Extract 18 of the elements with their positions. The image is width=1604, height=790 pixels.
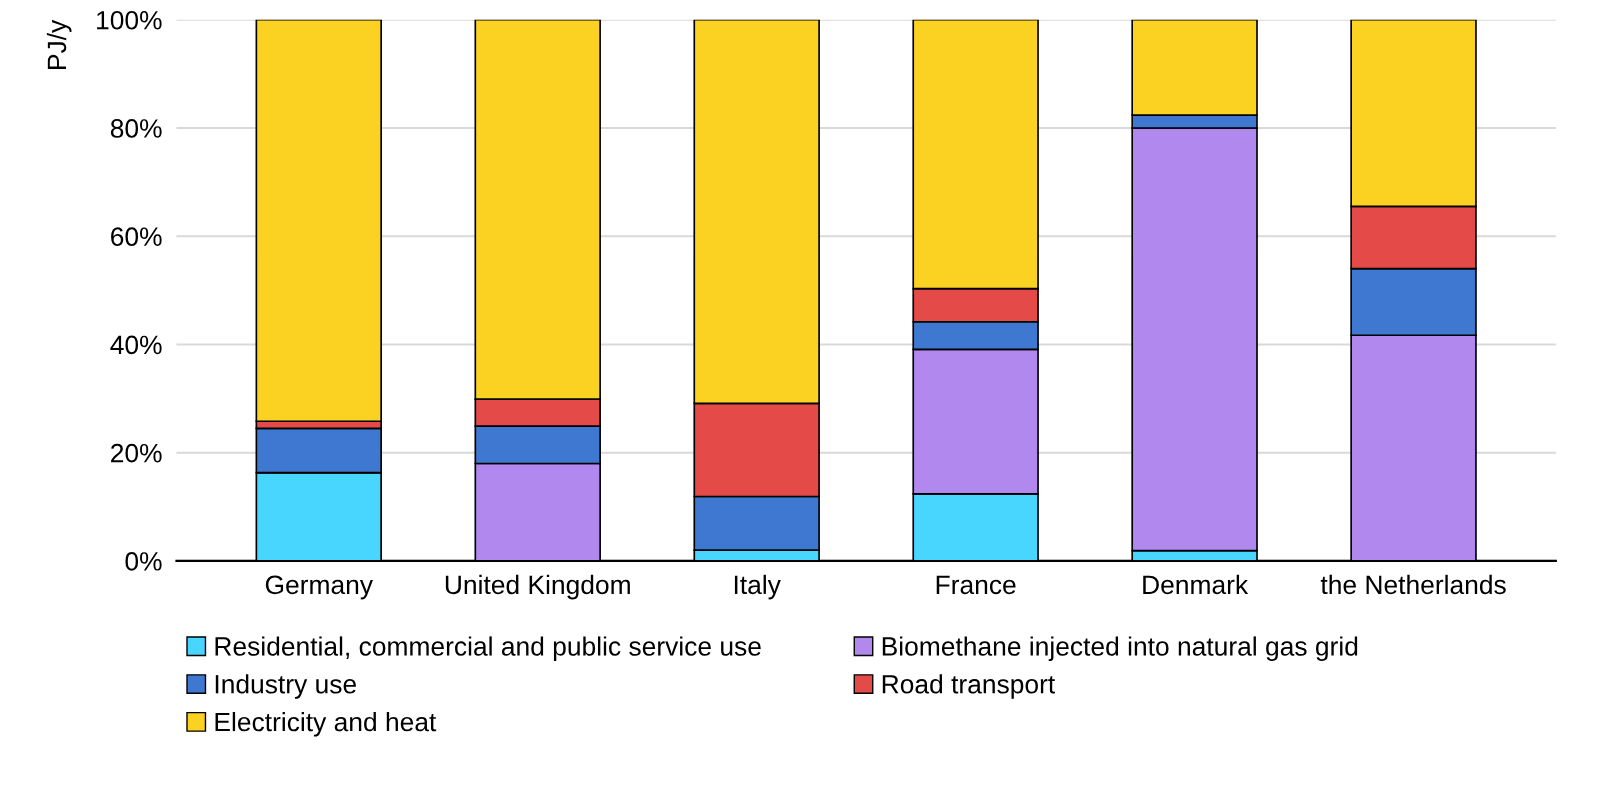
legend-label: Road transport — [882, 674, 1056, 699]
legend-label: Industry use — [215, 674, 356, 699]
x-tick-label: Germany — [265, 575, 373, 600]
y-axis-title: PJ/y — [46, 19, 72, 69]
x-tick-label: United Kingdom — [445, 574, 630, 600]
legend-label: Biomethane injected into natural gas grid — [882, 636, 1358, 661]
y-tick-label: 40% — [110, 335, 162, 355]
legend-label: Residential, commercial and public service use — [215, 636, 761, 661]
x-tick-label: the Netherlands — [1320, 574, 1506, 595]
y-tick-label: 100% — [97, 10, 162, 30]
y-tick-label: 80% — [110, 119, 162, 138]
y-tick-label: 60% — [111, 227, 162, 247]
x-tick-label: France — [936, 575, 1016, 595]
x-tick-label: Italy — [734, 574, 781, 600]
y-tick-label: 20% — [111, 443, 162, 463]
legend-label: Electricity and heat — [215, 711, 437, 737]
x-tick-label: Denmark — [1143, 574, 1249, 595]
y-tick-label: 0% — [125, 552, 162, 571]
